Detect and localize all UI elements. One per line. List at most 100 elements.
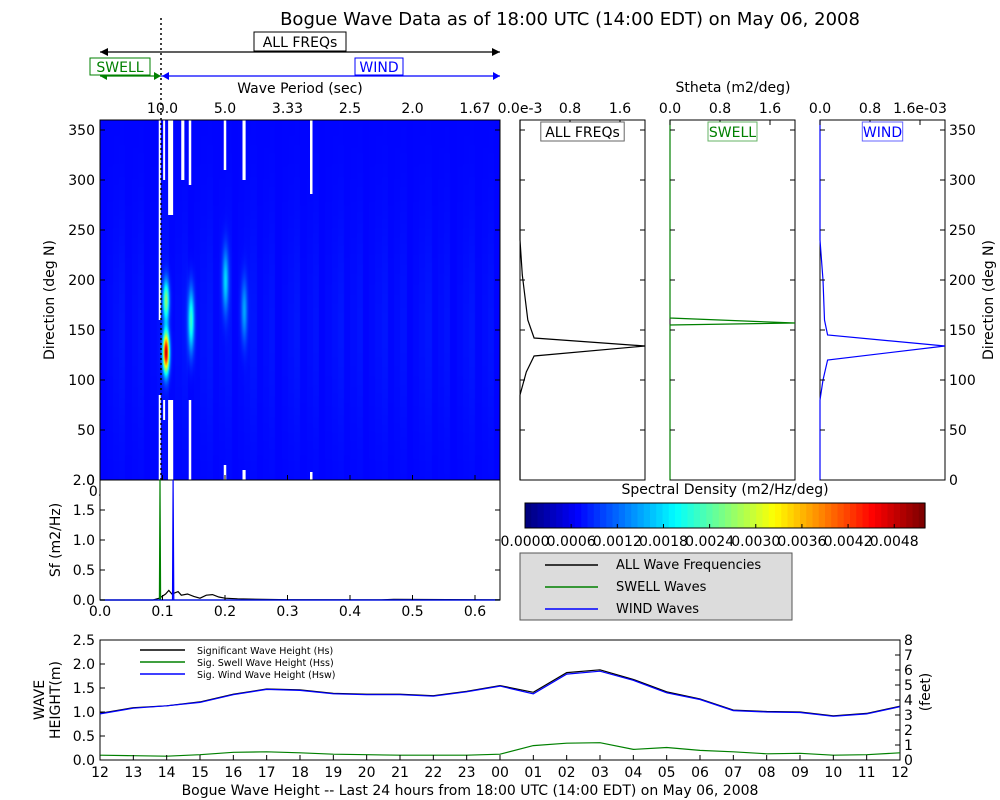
- height-y-tick-label: 1.0: [73, 705, 95, 721]
- stheta-tick-label: 0.0: [809, 101, 831, 117]
- period-tick-label: 2.5: [339, 101, 361, 117]
- colorbar-segment: [568, 503, 576, 528]
- wave-period-label: Wave Period (sec): [237, 81, 363, 97]
- height-x-tick-label: 10: [824, 765, 842, 781]
- stheta-title-box: [861, 121, 904, 142]
- colorbar-segment: [731, 503, 739, 528]
- sf-y-tick-label: 0.5: [73, 563, 95, 579]
- height-x-tick-label: 20: [358, 765, 376, 781]
- sf-y-label: Sf (m2/Hz): [48, 503, 64, 577]
- missing-data-column: [188, 400, 192, 480]
- colorbar-label: Spectral Density (m2/Hz/deg): [621, 482, 828, 498]
- heatmap-y-label: Direction (deg N): [42, 240, 58, 360]
- height-x-tick-label: 07: [724, 765, 742, 781]
- colorbar-segment: [606, 503, 614, 528]
- missing-data-column: [168, 400, 174, 480]
- heatmap-y-tick-label: 0: [86, 473, 95, 489]
- colorbar-segment: [631, 503, 639, 528]
- sf-x-tick-label: 0.1: [151, 604, 173, 620]
- height-y-label-line2: HEIGHT(m): [48, 661, 64, 739]
- frequency-spectrum-panel: 0.0 0.5 1.0 1.5 2.0 0.0 0.1 0.2 0.3 0.4 0.5 0.6 Sf (…: [48, 473, 501, 620]
- colorbar-segment: [700, 503, 707, 528]
- colorbar-segment: [712, 503, 720, 528]
- colorbar-segment: [781, 503, 789, 528]
- stheta-tick-label: 0.0: [659, 101, 681, 117]
- stheta-y-tick-label: 150: [949, 323, 976, 339]
- height-feet-tick-label: 6: [904, 663, 913, 679]
- height-x-tick-label: 21: [391, 765, 409, 781]
- figure-title: Bogue Wave Data as of 18:00 UTC (14:00 E…: [280, 9, 860, 30]
- stheta-line: [519, 120, 646, 480]
- colorbar-segment: [618, 503, 626, 528]
- heatmap-y-tick-label: 250: [68, 223, 95, 239]
- stheta-tick-label: 0.8: [559, 101, 581, 117]
- height-feet-tick-label: 5: [904, 678, 913, 694]
- height-x-tick-label: 16: [224, 765, 242, 781]
- height-x-tick-label: 12: [891, 765, 909, 781]
- colorbar-segment: [581, 503, 589, 528]
- height-frame: [99, 639, 901, 761]
- height-x-tick-label: 17: [258, 765, 276, 781]
- heatmap-y-tick-label: 50: [77, 423, 95, 439]
- colorbar-segment: [637, 503, 645, 528]
- heatmap-image: [100, 120, 500, 480]
- band-label-swell: SWELL: [96, 60, 143, 76]
- spectra-legend-label: WIND Waves: [616, 602, 699, 617]
- frequency-band-arrows: ALL FREQs SWELL WIND: [89, 31, 500, 80]
- height-x-tick-label: 13: [124, 765, 142, 781]
- colorbar-segment: [881, 503, 889, 528]
- colorbar-segment: [556, 503, 564, 528]
- colorbar-segment: [787, 503, 795, 528]
- height-y-tick-label: 2.0: [73, 657, 95, 673]
- height-x-tick-label: 18: [291, 765, 309, 781]
- height-feet-tick-label: 8: [904, 633, 913, 649]
- colorbar-segment: [862, 503, 870, 528]
- height-x-tick-label: 12: [91, 765, 109, 781]
- stheta-line: [669, 120, 796, 480]
- colorbar-segment: [537, 503, 545, 528]
- height-x-tick-label: 09: [791, 765, 809, 781]
- stheta-y-tick-label: 0: [949, 473, 958, 489]
- colorbar-tick-label: 0.0042: [824, 534, 873, 550]
- height-y-tick-label: 0.5: [73, 729, 95, 745]
- colorbar-segment: [737, 503, 745, 528]
- colorbar-segment: [875, 503, 882, 528]
- band-label-wind: WIND: [359, 60, 398, 76]
- colorbar-tick-label: 0.0012: [593, 534, 642, 550]
- colorbar-segment: [850, 503, 857, 528]
- heatmap-y-tick-label: 150: [68, 323, 95, 339]
- colorbar-segment: [681, 503, 689, 528]
- height-x-tick-label: 19: [324, 765, 342, 781]
- height-x-tick-label: 15: [191, 765, 209, 781]
- sf-x-tick-label: 0.5: [401, 604, 423, 620]
- stheta-panel-frame: [819, 119, 946, 481]
- colorbar-segment: [706, 503, 714, 528]
- colorbar-segment: [893, 503, 901, 528]
- missing-data-column: [242, 120, 246, 180]
- height-x-tick-label: 04: [624, 765, 642, 781]
- colorbar-tick-label: 0.0006: [547, 534, 596, 550]
- heatmap-y-tick-label: 300: [68, 173, 95, 189]
- stheta-tick-label: 1.6e-03: [893, 101, 947, 117]
- heatmap-y-tick-label: 200: [68, 273, 95, 289]
- height-legend-label: Sig. Swell Wave Height (Hss): [197, 658, 334, 669]
- wave-period-ticks: 10.0 5.0 3.33 2.5 2.0 1.67: [147, 101, 491, 125]
- spectrum-heatmap: 0501001502002503003500.00.10.20.30.40.50…: [42, 18, 501, 600]
- band-label-all: ALL FREQs: [263, 35, 338, 51]
- colorbar-segment: [693, 503, 701, 528]
- colorbar-segment: [762, 503, 770, 528]
- stheta-line: [819, 120, 946, 480]
- height-legend-label: Sig. Wind Wave Height (Hsw): [197, 670, 335, 681]
- colorbar-tick-label: 0.0048: [870, 534, 919, 550]
- height-x-tick-label: 11: [858, 765, 876, 781]
- colorbar-segment: [843, 503, 851, 528]
- stheta-tick-label: 1.6: [759, 101, 781, 117]
- missing-data-column: [158, 120, 161, 320]
- height-y-label-right: (feet): [918, 673, 934, 712]
- missing-data-column: [163, 400, 166, 420]
- sf-y-tick-label: 0.0: [73, 593, 95, 609]
- height-y-tick-label: 1.5: [73, 681, 95, 697]
- colorbar-segment: [806, 503, 814, 528]
- sf-y-tick-label: 2.0: [73, 473, 95, 489]
